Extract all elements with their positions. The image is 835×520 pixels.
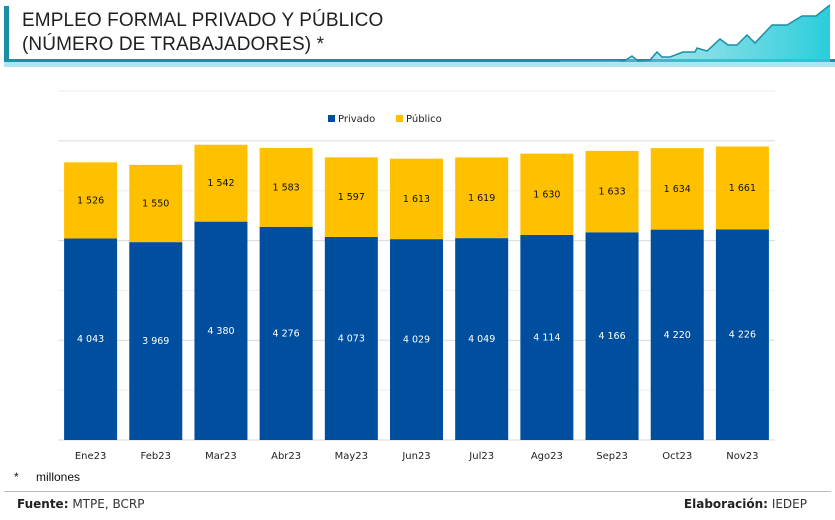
header-underline [4,59,835,62]
footnote-text: millones [36,470,81,484]
bars: 4 043 1 526 3 969 1 550 4 380 1 542 4 276 1 583… [64,144,769,440]
bar-privado-feb23 [129,242,183,440]
header-band [4,62,835,67]
footer-divider [4,491,831,492]
bar-privado-may23 [324,236,378,440]
title-line-1: EMPLEO FORMAL PRIVADO Y PÚBLICO [22,10,384,31]
header-accent-bar [4,6,9,62]
bar-privado-abr23 [259,226,313,440]
data-label-publico: 1 526 [77,195,104,206]
bar-publico-ago23 [520,153,574,235]
data-label-publico: 1 634 [664,184,691,195]
data-label-publico: 1 633 [598,187,625,198]
data-label-privado: 4 114 [533,332,560,343]
x-tick-label: Oct23 [662,451,692,462]
area-trend-icon [560,4,831,62]
bar-privado-ene23 [64,238,118,440]
data-label-privado: 4 226 [729,330,756,341]
bar-privado-ago23 [520,234,574,440]
x-tick-label: Jul23 [468,451,494,462]
stacked-bar-chart: Privado Público 4 043 1 526 3 969 1 550 4 38… [58,90,775,462]
report-header: EMPLEO FORMAL PRIVADO Y PÚBLICO (NÚMERO … [0,0,835,70]
data-label-publico: 1 630 [533,189,560,200]
data-label-publico: 1 661 [729,183,756,194]
source-label: Fuente: [17,497,69,511]
data-label-publico: 1 583 [273,182,300,193]
bar-publico-abr23 [259,147,313,227]
credit-label: Elaboración: [683,497,768,511]
bar-publico-ene23 [64,162,118,239]
bar-privado-sep23 [585,232,639,440]
bar-publico-jul23 [455,157,509,239]
x-tick-label: Jun23 [401,451,430,462]
legend-label-publico: Público [406,113,442,125]
bar-publico-oct23 [650,148,704,230]
data-label-publico: 1 597 [338,192,365,203]
bar-privado-nov23 [715,229,769,440]
data-label-privado: 4 380 [207,326,234,337]
source-note: Fuente: MTPE, BCRP [17,497,144,511]
legend-swatch-privado [328,115,335,122]
data-label-privado: 4 029 [403,335,430,346]
bar-publico-mar23 [194,144,248,222]
x-tick-label: Sep23 [596,451,628,462]
x-tick-label: Nov23 [726,451,758,462]
data-label-privado: 4 166 [598,331,625,342]
data-label-publico: 1 619 [468,193,495,204]
x-tick-label: May23 [335,451,368,462]
footnote-marker: * [14,470,19,484]
data-label-privado: 4 073 [338,333,365,344]
bar-privado-mar23 [194,221,248,440]
legend-swatch-publico [396,115,403,122]
x-tick-label: Abr23 [271,451,301,462]
data-label-privado: 4 049 [468,334,495,345]
source-value: MTPE, BCRP [72,497,145,511]
x-tick-label: Ene23 [75,451,107,462]
credit-value: IEDEP [771,497,807,511]
x-tick-label: Ago23 [531,451,563,462]
chart-legend: Privado Público [328,113,442,125]
data-label-privado: 4 276 [273,328,300,339]
page-title: EMPLEO FORMAL PRIVADO Y PÚBLICO (NÚMERO … [22,9,383,57]
bar-privado-jul23 [455,238,509,440]
title-line-2: (NÚMERO DE TRABAJADORES) * [22,34,325,55]
bar-publico-may23 [324,157,378,237]
bar-publico-feb23 [129,164,183,243]
bar-publico-jun23 [390,158,443,240]
data-label-privado: 4 220 [664,330,691,341]
data-label-publico: 1 542 [207,178,234,189]
x-tick-label: Feb23 [141,451,171,462]
data-label-privado: 4 043 [77,334,104,345]
bar-privado-jun23 [390,239,443,440]
x-axis-ticks: Ene23 Feb23 Mar23 Abr23 May23 Jun23 Jul23 Ago23… [75,451,759,462]
credit-note: Elaboración: IEDEP [684,497,807,511]
legend-label-privado: Privado [338,114,375,125]
data-label-privado: 3 969 [142,336,169,347]
bar-privado-oct23 [650,229,704,440]
data-label-publico: 1 550 [142,198,169,209]
data-label-publico: 1 613 [403,194,430,205]
footnote: * millones [14,470,80,484]
x-tick-label: Mar23 [205,451,237,462]
bar-publico-nov23 [715,146,769,230]
bar-publico-sep23 [585,150,639,233]
